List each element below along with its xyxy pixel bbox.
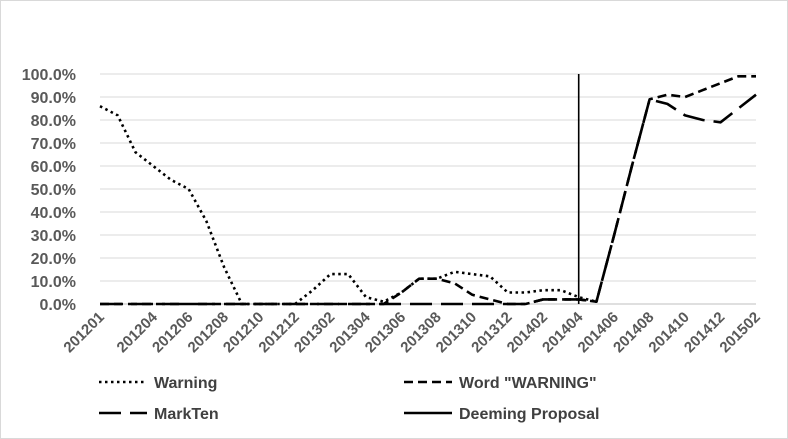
y-tick-label: 90.0% (31, 90, 76, 107)
series-lines (99, 75, 757, 306)
y-tick-label: 70.0% (31, 136, 76, 153)
y-tick-label: 50.0% (31, 182, 76, 199)
legend-label: Word "WARNING" (459, 375, 597, 392)
y-axis-tick-labels: 0.0% 10.0% 20.0% 30.0% 40.0% 50.0% 60.0% 70.0% 8… (22, 67, 76, 314)
y-tick-label: 100.0% (22, 67, 76, 84)
legend-label: Warning (154, 375, 217, 392)
gridlines (100, 73, 756, 305)
y-tick-label: 60.0% (31, 159, 76, 176)
x-tick-label: 201502 (716, 309, 763, 356)
y-tick-label: 40.0% (31, 205, 76, 222)
y-tick-label: 80.0% (31, 113, 76, 130)
y-tick-label: 10.0% (31, 274, 76, 291)
series-line-3 (100, 93, 757, 306)
y-tick-label: 0.0% (40, 297, 76, 314)
y-tick-label: 30.0% (31, 228, 76, 245)
legend-label: Deeming Proposal (459, 406, 599, 423)
x-axis-tick-labels: 201201 2012042012062012082012102012122013… (60, 308, 763, 356)
x-tick-label: 201201 (60, 309, 107, 356)
legend-label: MarkTen (154, 406, 219, 423)
legend: Warning Word "WARNING" MarkTen Deeming Prop… (99, 375, 599, 423)
y-tick-label: 20.0% (31, 251, 76, 268)
series-line-1 (99, 105, 597, 306)
series-line-2 (100, 75, 756, 306)
